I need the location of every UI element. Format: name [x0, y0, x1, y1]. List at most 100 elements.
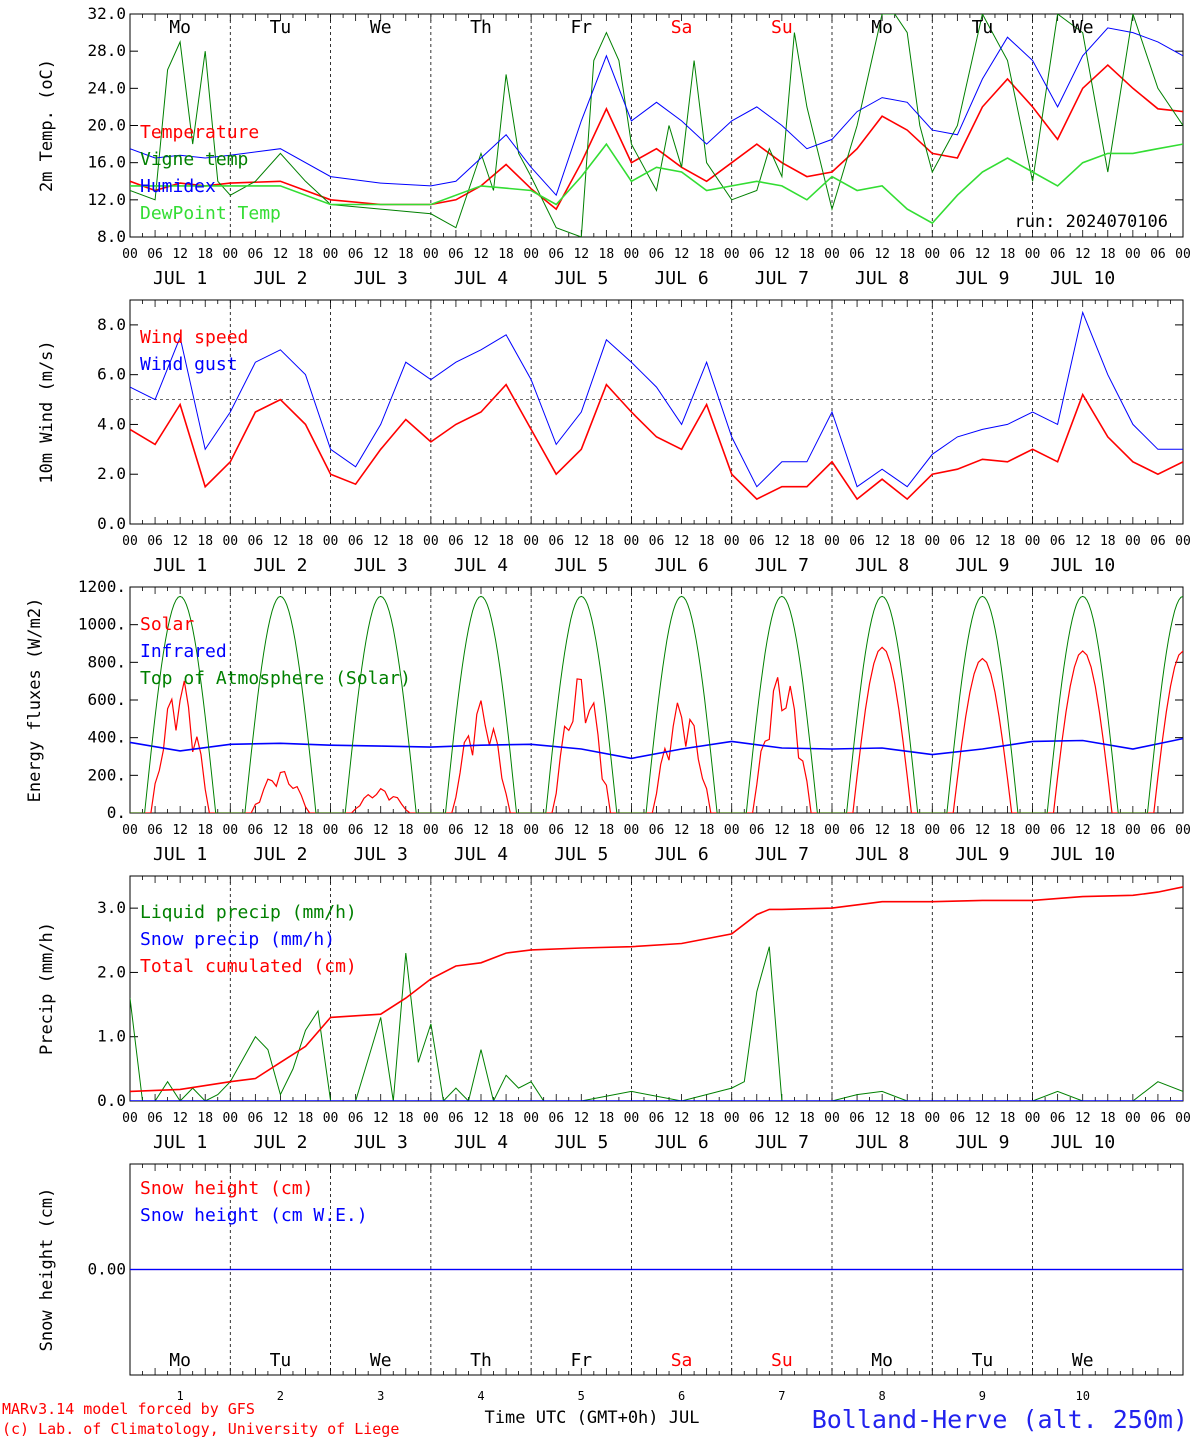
- temperature-line: [130, 64, 1183, 211]
- hour-tick-label: 06: [248, 1111, 264, 1126]
- y-tick-label: 400.: [87, 728, 126, 747]
- hour-tick-label: 12: [573, 1111, 589, 1126]
- hour-tick-label: 18: [298, 247, 314, 262]
- y-tick-label: 200.: [87, 765, 126, 784]
- hour-tick-label: 06: [749, 534, 765, 549]
- hour-tick-label: 12: [975, 247, 991, 262]
- hour-tick-label: 18: [197, 823, 213, 838]
- hour-tick-label: 12: [172, 247, 188, 262]
- hour-tick-label: 06: [749, 823, 765, 838]
- hour-tick-label: 06: [448, 1111, 464, 1126]
- weekday-label: Mo: [169, 1350, 191, 1371]
- y-tick-label: 3.0: [97, 898, 126, 917]
- day-number: 4: [477, 1389, 484, 1403]
- hour-tick-label: 00: [724, 1111, 740, 1126]
- hour-tick-label: 12: [975, 1111, 991, 1126]
- date-label: JUL 6: [654, 844, 708, 865]
- hour-tick-label: 00: [122, 247, 138, 262]
- meteogram-panels: 8.012.016.020.024.028.032.02m Temp. (oC)…: [25, 4, 1191, 1403]
- hour-tick-label: 00: [122, 534, 138, 549]
- weekday-label: Fr: [570, 1350, 592, 1371]
- weekday-label: Sa: [671, 1350, 693, 1371]
- y-tick-label: 2.0: [97, 962, 126, 981]
- hour-tick-label: 12: [774, 823, 790, 838]
- date-label: JUL 10: [1050, 844, 1115, 865]
- hour-tick-label: 12: [774, 1111, 790, 1126]
- vigne-temp-line: [130, 14, 1183, 237]
- hour-tick-label: 12: [874, 534, 890, 549]
- hour-tick-label: 00: [323, 823, 339, 838]
- hour-tick-label: 06: [248, 247, 264, 262]
- date-label: JUL 6: [654, 1132, 708, 1153]
- hour-tick-label: 18: [298, 1111, 314, 1126]
- hour-tick-label: 06: [849, 247, 865, 262]
- hour-tick-label: 12: [573, 247, 589, 262]
- weekday-label: Fr: [570, 17, 592, 38]
- hour-tick-label: 18: [699, 823, 715, 838]
- date-label: JUL 2: [253, 268, 307, 289]
- series-group: [130, 310, 1183, 501]
- weekday-label: Su: [771, 1350, 793, 1371]
- date-label: JUL 9: [955, 268, 1009, 289]
- hour-tick-label: 00: [1125, 247, 1141, 262]
- hour-tick-label: 18: [298, 534, 314, 549]
- hour-tick-label: 18: [799, 823, 815, 838]
- y-axis-label: 2m Temp. (oC): [37, 59, 57, 192]
- hour-tick-label: 00: [924, 534, 940, 549]
- y-tick-label: 1000.: [78, 615, 126, 634]
- date-label: JUL 2: [253, 844, 307, 865]
- weekday-label: We: [370, 1350, 392, 1371]
- hour-tick-label: 18: [197, 534, 213, 549]
- date-label: JUL 8: [855, 1132, 909, 1153]
- hour-tick-label: 12: [172, 823, 188, 838]
- hour-tick-label: 06: [950, 1111, 966, 1126]
- hour-tick-label: 06: [950, 247, 966, 262]
- y-tick-label: 32.0: [87, 4, 126, 23]
- hour-tick-label: 06: [1150, 823, 1166, 838]
- hour-tick-label: 12: [172, 1111, 188, 1126]
- wind-speed-line: [130, 383, 1183, 501]
- liquid-precip-legend: Liquid precip (mm/h): [140, 902, 357, 923]
- humidex-legend: Humidex: [140, 176, 216, 197]
- date-label: JUL 8: [855, 844, 909, 865]
- hour-tick-label: 06: [649, 534, 665, 549]
- hour-tick-label: 12: [473, 1111, 489, 1126]
- y-tick-label: 4.0: [97, 414, 126, 433]
- hour-tick-label: 18: [699, 247, 715, 262]
- series-group: [130, 886, 1183, 1101]
- hour-tick-label: 18: [899, 247, 915, 262]
- hour-tick-label: 06: [649, 247, 665, 262]
- hour-tick-label: 00: [724, 534, 740, 549]
- weekday-label: Tu: [270, 17, 292, 38]
- hour-tick-label: 06: [548, 247, 564, 262]
- date-label: JUL 7: [755, 1132, 809, 1153]
- hour-tick-label: 00: [924, 823, 940, 838]
- weekday-label: Th: [470, 17, 492, 38]
- hour-tick-label: 12: [674, 534, 690, 549]
- date-label: JUL 3: [354, 844, 408, 865]
- hour-tick-label: 06: [548, 1111, 564, 1126]
- hour-tick-label: 06: [548, 823, 564, 838]
- y-axis-label: Precip (mm/h): [37, 922, 57, 1055]
- date-label: JUL 10: [1050, 1132, 1115, 1153]
- date-label: JUL 9: [955, 844, 1009, 865]
- hour-tick-label: 18: [197, 247, 213, 262]
- hour-tick-label: 06: [147, 534, 163, 549]
- hour-tick-label: 18: [599, 247, 615, 262]
- day-number: 1: [177, 1389, 184, 1403]
- hour-tick-label: 06: [448, 823, 464, 838]
- hour-tick-label: 00: [222, 247, 238, 262]
- panel-4: 0.0 1.0 2.0 3.0 Precip (mm/h) 00 06 12 18 00 06 12 1…: [37, 875, 1191, 1153]
- hour-tick-label: 06: [248, 823, 264, 838]
- hour-tick-label: 18: [899, 534, 915, 549]
- date-label: JUL 1: [153, 555, 207, 576]
- weekday-label: We: [1072, 17, 1094, 38]
- date-label: JUL 9: [955, 1132, 1009, 1153]
- date-label: JUL 3: [354, 555, 408, 576]
- y-tick-label: 20.0: [87, 116, 126, 135]
- y-tick-label: 800.: [87, 652, 126, 671]
- hour-tick-label: 00: [423, 247, 439, 262]
- wind-gust-legend: Wind gust: [140, 354, 238, 375]
- hour-tick-label: 06: [348, 534, 364, 549]
- y-axis-label: Snow height (cm): [37, 1188, 57, 1352]
